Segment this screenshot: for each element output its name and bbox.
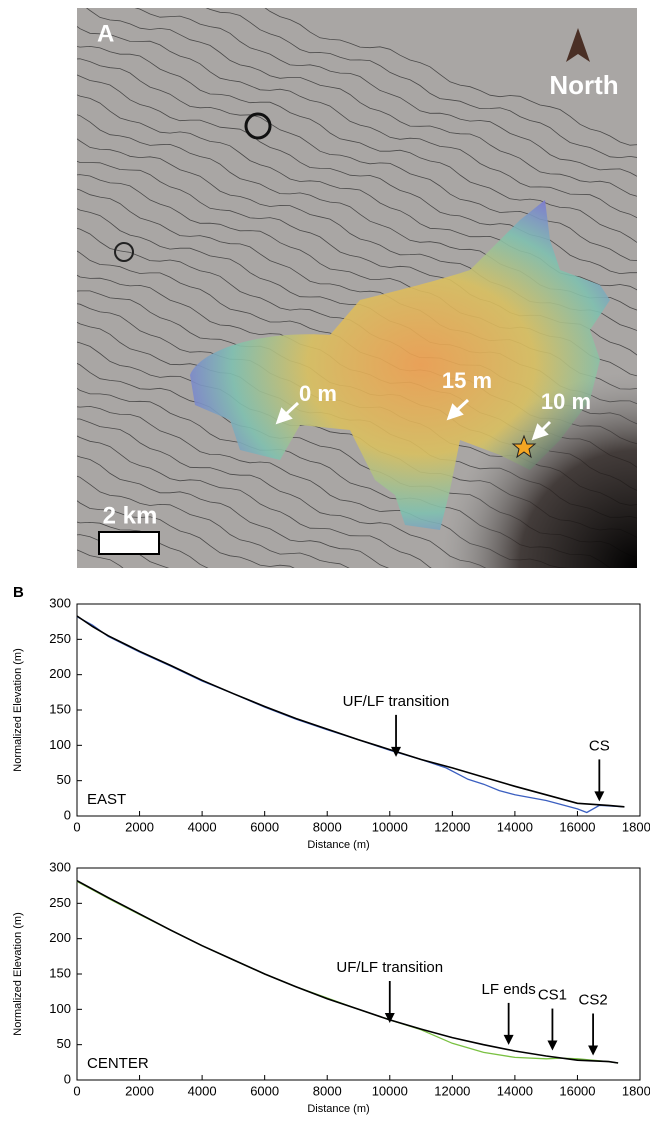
- arrow-head: [594, 791, 605, 802]
- panel-label: A: [97, 20, 114, 47]
- annotation: CS1: [538, 987, 567, 1004]
- north-arrow: [566, 28, 590, 62]
- y-tick-label: 200: [49, 666, 71, 681]
- shadow: [77, 8, 637, 568]
- arrow-head: [547, 1040, 558, 1051]
- annotation: UF/LF transition: [336, 959, 443, 976]
- x-tick-label: 8000: [313, 819, 342, 834]
- y-tick-label: 250: [49, 631, 71, 646]
- x-tick-label: 4000: [188, 1083, 217, 1098]
- y-tick-label: 150: [49, 701, 71, 716]
- y-tick-label: 50: [57, 1036, 71, 1051]
- y-tick-label: 0: [64, 1071, 71, 1086]
- annotation: UF/LF transition: [343, 693, 450, 710]
- marker-label: 10 m: [541, 389, 591, 414]
- x-tick-label: 10000: [372, 819, 408, 834]
- line: [76, 616, 625, 814]
- arrow-head: [391, 746, 402, 757]
- y-tick-label: 200: [49, 930, 71, 945]
- arrow-head: [503, 1034, 514, 1045]
- y-tick-label: 0: [64, 807, 71, 822]
- x-tick-label: 2000: [125, 819, 154, 834]
- x-tick-label: 16000: [559, 819, 595, 834]
- line: [76, 879, 619, 1064]
- x-tick-label: 0: [73, 819, 80, 834]
- y-axis-label: Normalized Elevation (m): [12, 648, 24, 771]
- y-axis-label: Normalized Elevation (m): [12, 912, 24, 1035]
- x-axis-label: Distance (m): [307, 839, 369, 851]
- panel-name: EAST: [87, 791, 126, 808]
- x-tick-label: 18000: [622, 1083, 650, 1098]
- x-tick-label: 0: [73, 1083, 80, 1098]
- star: [511, 434, 537, 459]
- annotation: CS2: [578, 991, 607, 1008]
- annotation: CS: [589, 737, 610, 754]
- x-tick-label: 4000: [188, 819, 217, 834]
- x-tick-label: 16000: [559, 1083, 595, 1098]
- x-tick-label: 14000: [497, 1083, 533, 1098]
- x-tick-label: 6000: [250, 1083, 279, 1098]
- scale-label: 2 km: [103, 502, 158, 529]
- y-tick-label: 100: [49, 737, 71, 752]
- contour: [77, 549, 124, 568]
- marker-arrows: [275, 398, 552, 441]
- map-panel: A North 0 m 15 m 10 m 2 km: [60, 8, 650, 772]
- marker-label: 0 m: [299, 381, 337, 406]
- y-tick-label: 50: [57, 772, 71, 787]
- plot-frame: [76, 603, 641, 817]
- y-tick-label: 300: [49, 859, 71, 874]
- contour: [60, 561, 650, 772]
- x-tick-label: 12000: [434, 1083, 470, 1098]
- panel-label: B: [13, 584, 24, 601]
- annotation: LF ends: [482, 981, 536, 998]
- y-tick-label: 150: [49, 965, 71, 980]
- scale-bar: [98, 531, 160, 555]
- arrow-head: [384, 1013, 395, 1023]
- line: [76, 615, 625, 808]
- x-tick-label: 18000: [622, 819, 650, 834]
- x-axis-label: Distance (m): [307, 1103, 369, 1115]
- y-tick-label: 300: [49, 595, 71, 610]
- north-label: North: [549, 70, 618, 100]
- marker-label: 15 m: [442, 368, 492, 393]
- x-tick-label: 12000: [434, 819, 470, 834]
- panel-name: CENTER: [87, 1055, 149, 1072]
- y-tick-label: 250: [49, 895, 71, 910]
- x-tick-label: 8000: [313, 1083, 342, 1098]
- y-tick-label: 100: [49, 1001, 71, 1016]
- x-tick-label: 6000: [250, 819, 279, 834]
- x-tick-label: 2000: [125, 1083, 154, 1098]
- arrow-head: [588, 1045, 599, 1056]
- x-tick-label: 14000: [497, 819, 533, 834]
- x-tick-label: 10000: [372, 1083, 408, 1098]
